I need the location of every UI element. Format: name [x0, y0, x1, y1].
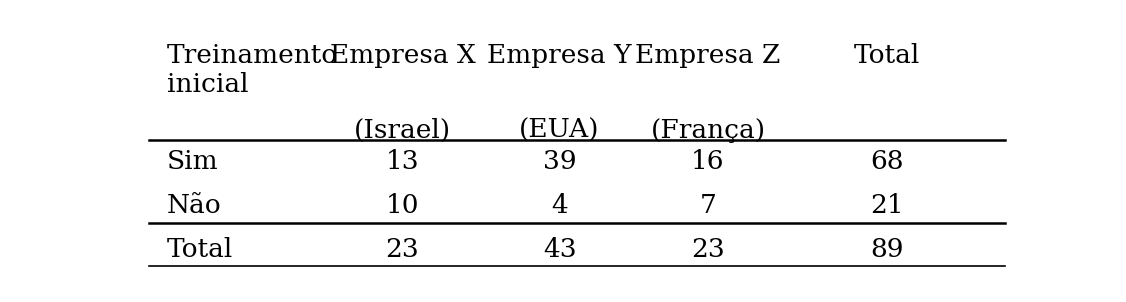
Text: (França): (França) [651, 117, 766, 143]
Text: 68: 68 [870, 149, 904, 174]
Text: Total: Total [854, 43, 920, 68]
Text: 23: 23 [386, 236, 419, 262]
Text: Não: Não [167, 194, 222, 218]
Text: 13: 13 [386, 149, 419, 174]
Text: Total: Total [167, 236, 233, 262]
Text: Empresa Z: Empresa Z [635, 43, 780, 68]
Text: 10: 10 [386, 194, 419, 218]
Text: 43: 43 [543, 236, 577, 262]
Text: Empresa X: Empresa X [330, 43, 475, 68]
Text: Empresa Y: Empresa Y [488, 43, 632, 68]
Text: (EUA): (EUA) [519, 117, 600, 143]
Text: 4: 4 [552, 194, 568, 218]
Text: 89: 89 [870, 236, 904, 262]
Text: Sim: Sim [167, 149, 218, 174]
Text: 21: 21 [870, 194, 904, 218]
Text: Treinamento
inicial: Treinamento inicial [167, 43, 338, 97]
Text: 39: 39 [543, 149, 577, 174]
Text: 7: 7 [699, 194, 716, 218]
Text: (Israel): (Israel) [354, 117, 452, 143]
Text: 16: 16 [691, 149, 725, 174]
Text: 23: 23 [691, 236, 725, 262]
